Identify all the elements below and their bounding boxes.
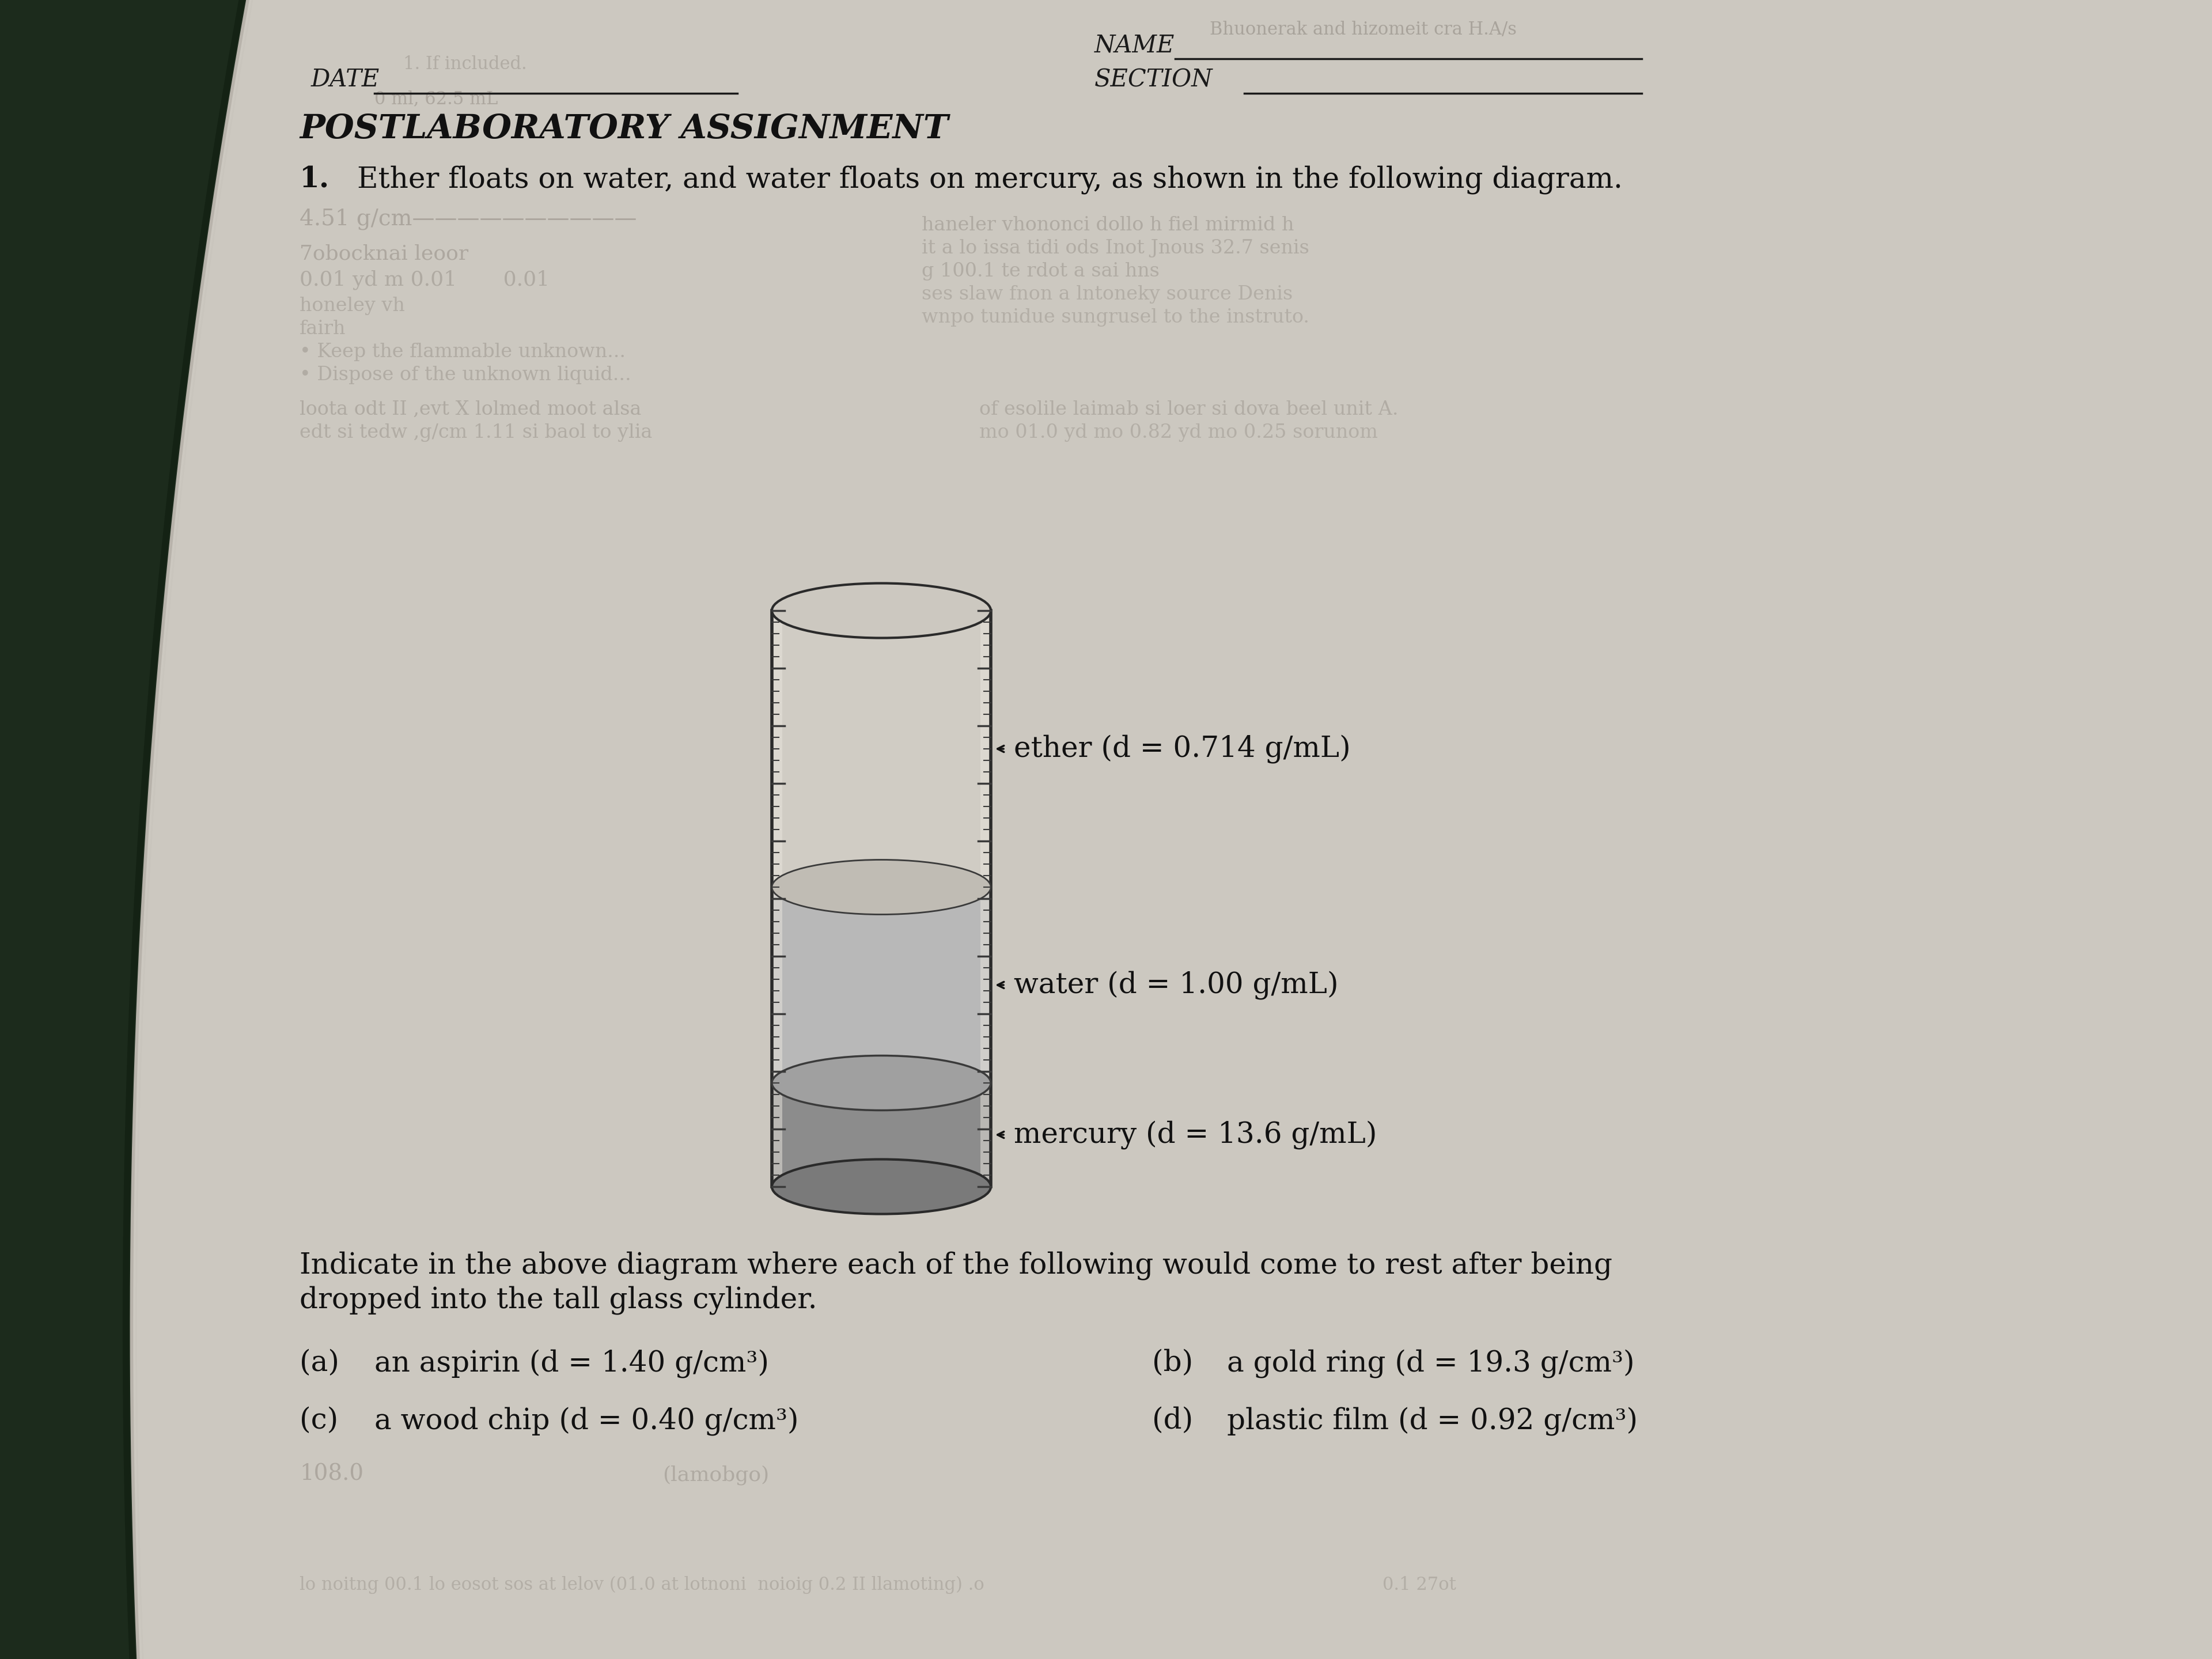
Text: 7obocknai leoor: 7obocknai leoor — [299, 244, 469, 264]
Text: 1. If included.: 1. If included. — [403, 55, 526, 73]
Text: 1.: 1. — [299, 166, 330, 194]
Text: 0 ml, 62.5 mL: 0 ml, 62.5 mL — [374, 90, 498, 108]
Ellipse shape — [772, 584, 991, 639]
Text: g 100.1 te rdot a sai hns: g 100.1 te rdot a sai hns — [922, 262, 1159, 280]
Text: dropped into the tall glass cylinder.: dropped into the tall glass cylinder. — [299, 1286, 816, 1314]
Text: ses slaw fnon a lntoneky source Denis: ses slaw fnon a lntoneky source Denis — [922, 285, 1292, 304]
Text: honeley vh: honeley vh — [299, 297, 405, 315]
Text: DATE: DATE — [312, 68, 380, 91]
Text: Indicate in the above diagram where each of the following would come to rest aft: Indicate in the above diagram where each… — [299, 1251, 1613, 1279]
Text: 0.1 27ot: 0.1 27ot — [1382, 1576, 1455, 1594]
Text: POSTLABORATORY ASSIGNMENT: POSTLABORATORY ASSIGNMENT — [299, 113, 949, 146]
Text: wnpo tunidue sungrusel to the instruto.: wnpo tunidue sungrusel to the instruto. — [922, 309, 1310, 327]
Text: SECTION: SECTION — [1095, 68, 1212, 91]
Text: ether (d = 0.714 g/mL): ether (d = 0.714 g/mL) — [1013, 735, 1352, 763]
Text: 0.01 yd m 0.01       0.01: 0.01 yd m 0.01 0.01 — [299, 270, 549, 289]
Polygon shape — [131, 0, 2212, 1659]
Bar — [772, 888, 991, 1083]
Ellipse shape — [772, 1160, 991, 1214]
Text: mercury (d = 13.6 g/mL): mercury (d = 13.6 g/mL) — [1013, 1120, 1378, 1150]
Text: of esolile laimab si loer si dova beel unit A.: of esolile laimab si loer si dova beel u… — [980, 400, 1398, 418]
Text: 4.51 g/cm——————————: 4.51 g/cm—————————— — [299, 207, 637, 229]
Text: Bhuonerak and hizomeit cra H.A/s: Bhuonerak and hizomeit cra H.A/s — [1210, 22, 1517, 38]
Text: a wood chip (d = 0.40 g/cm³): a wood chip (d = 0.40 g/cm³) — [374, 1407, 799, 1435]
Text: lo noitng 00.1 lo eosot sos at lelov (01.0 at lotnoni  noioig 0.2 II llamoting) : lo noitng 00.1 lo eosot sos at lelov (01… — [299, 1576, 984, 1594]
Bar — [772, 1083, 991, 1186]
Text: edt si tedw ,g/cm 1.11 si baol to ylia: edt si tedw ,g/cm 1.11 si baol to ylia — [299, 423, 653, 441]
Text: haneler vhononci dollo h fiel mirmid h: haneler vhononci dollo h fiel mirmid h — [922, 216, 1294, 234]
Text: Ether floats on water, and water floats on mercury, as shown in the following di: Ether floats on water, and water floats … — [356, 164, 1624, 194]
Text: an aspirin (d = 1.40 g/cm³): an aspirin (d = 1.40 g/cm³) — [374, 1349, 770, 1377]
Text: • Keep the flammable unknown...: • Keep the flammable unknown... — [299, 343, 626, 362]
Text: NAME: NAME — [1095, 33, 1175, 56]
Polygon shape — [139, 0, 2212, 1659]
Text: (lamobgo): (lamobgo) — [661, 1465, 770, 1485]
Text: (c): (c) — [299, 1407, 338, 1435]
Bar — [772, 611, 783, 1186]
Text: fairh: fairh — [299, 320, 345, 338]
Text: (d): (d) — [1152, 1407, 1192, 1435]
Ellipse shape — [772, 1055, 991, 1110]
Text: 108.0: 108.0 — [299, 1463, 363, 1485]
Text: plastic film (d = 0.92 g/cm³): plastic film (d = 0.92 g/cm³) — [1228, 1407, 1637, 1435]
Text: • Dispose of the unknown liquid...: • Dispose of the unknown liquid... — [299, 365, 630, 385]
Ellipse shape — [772, 859, 991, 914]
Text: loota odt II ,evt X lolmed moot alsa: loota odt II ,evt X lolmed moot alsa — [299, 400, 641, 418]
Text: mo 01.0 yd mo 0.82 yd mo 0.25 sorunom: mo 01.0 yd mo 0.82 yd mo 0.25 sorunom — [980, 423, 1378, 441]
Text: (b): (b) — [1152, 1349, 1192, 1377]
Text: (a): (a) — [299, 1349, 338, 1377]
Text: a gold ring (d = 19.3 g/cm³): a gold ring (d = 19.3 g/cm³) — [1228, 1349, 1635, 1377]
Text: water (d = 1.00 g/mL): water (d = 1.00 g/mL) — [1013, 971, 1338, 999]
Bar — [980, 611, 991, 1186]
Text: it a lo issa tidi ods Inot Jnous 32.7 senis: it a lo issa tidi ods Inot Jnous 32.7 se… — [922, 239, 1310, 257]
Bar — [772, 611, 991, 888]
